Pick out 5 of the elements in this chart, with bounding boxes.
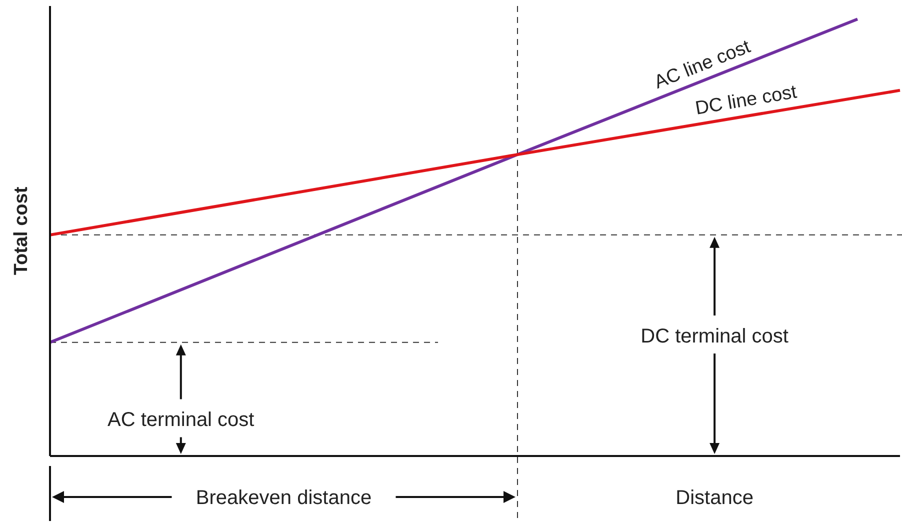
y-axis-title: Total cost <box>11 186 32 276</box>
text: Breakeven distance <box>196 487 372 509</box>
x-axis-title: Distance <box>676 487 754 509</box>
annotation: DC terminal cost <box>640 325 789 348</box>
annotation: AC terminal cost <box>108 409 255 432</box>
